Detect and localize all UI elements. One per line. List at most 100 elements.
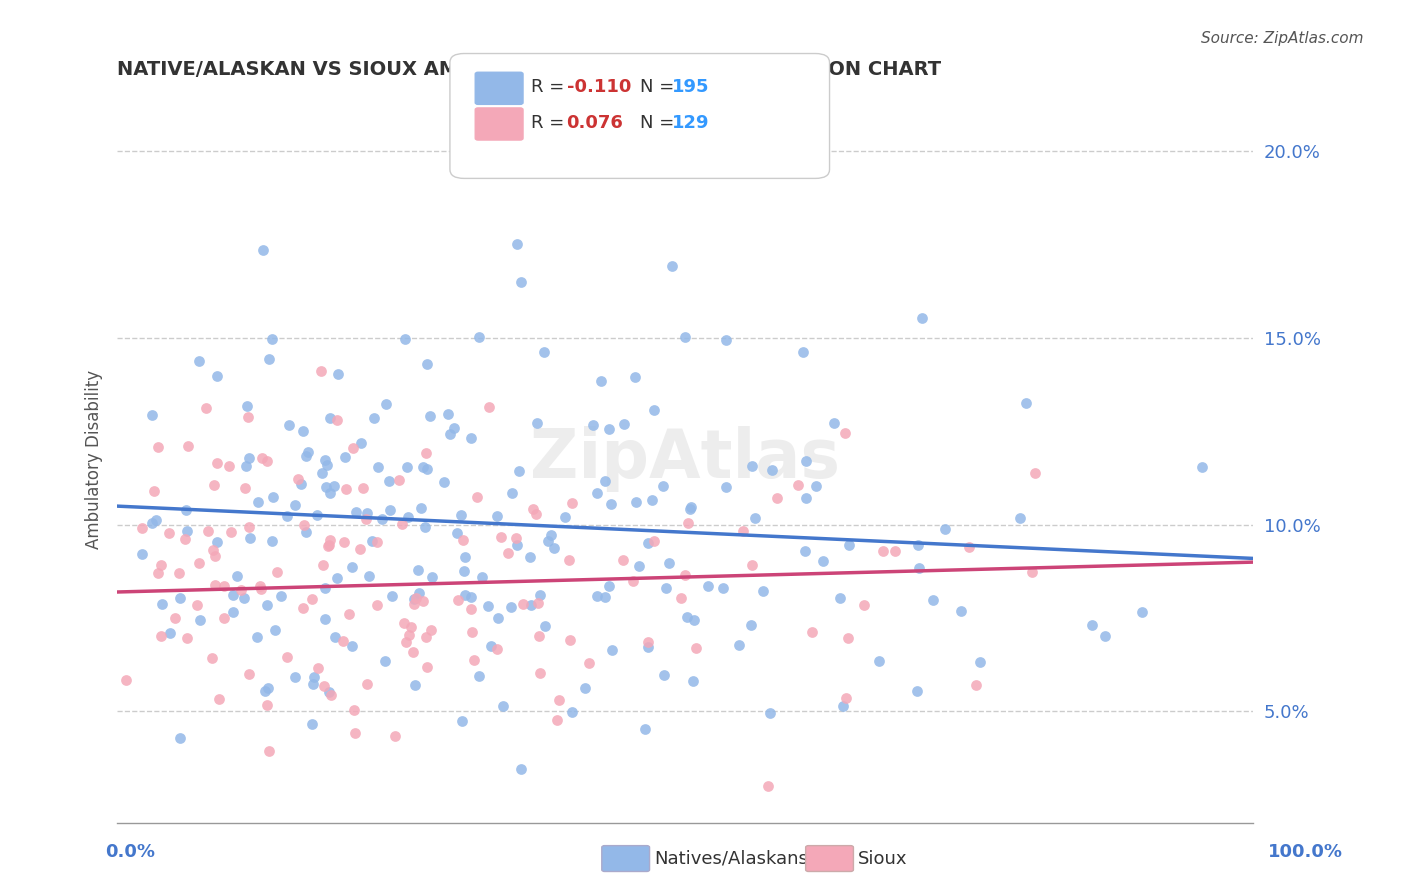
Point <box>598 579 620 593</box>
Point <box>519 549 541 564</box>
Point <box>208 692 231 706</box>
Point <box>471 570 494 584</box>
Point <box>318 538 340 552</box>
Point <box>794 454 817 468</box>
Point <box>578 656 600 670</box>
Point <box>741 459 763 474</box>
Point <box>381 590 404 604</box>
Point <box>232 591 254 605</box>
Point <box>669 591 692 606</box>
Point <box>506 538 529 552</box>
Point <box>637 536 659 550</box>
Point <box>262 332 284 346</box>
Point <box>207 368 229 383</box>
Point <box>834 425 856 440</box>
Point <box>207 456 229 470</box>
Point <box>319 533 342 548</box>
Point <box>505 531 527 545</box>
Point <box>593 590 616 604</box>
Point <box>654 667 676 681</box>
Point <box>804 478 827 492</box>
Point <box>558 553 581 567</box>
Point <box>786 478 808 492</box>
Point <box>643 402 665 417</box>
Point <box>343 726 366 740</box>
Point <box>222 589 245 603</box>
Point <box>259 351 281 366</box>
Point <box>626 495 648 509</box>
Point <box>115 673 138 687</box>
Point <box>311 466 333 480</box>
Point <box>921 592 943 607</box>
Point <box>759 706 782 720</box>
Point <box>380 502 402 516</box>
Text: N =: N = <box>640 78 679 96</box>
Point <box>256 453 278 467</box>
Point <box>238 409 260 424</box>
Point <box>344 505 367 519</box>
Point <box>468 669 491 683</box>
Point <box>437 407 460 421</box>
Point <box>188 354 211 368</box>
Point <box>322 479 344 493</box>
Point <box>949 604 972 618</box>
Point <box>238 451 260 466</box>
Point <box>496 546 519 560</box>
Point <box>658 556 681 570</box>
Point <box>907 561 929 575</box>
Point <box>509 275 531 289</box>
Point <box>326 413 349 427</box>
Point <box>319 485 342 500</box>
Point <box>315 480 337 494</box>
Point <box>453 588 475 602</box>
Point <box>287 472 309 486</box>
Point <box>792 344 814 359</box>
Point <box>340 640 363 654</box>
Point <box>585 590 607 604</box>
Point <box>186 598 208 612</box>
Point <box>582 418 605 433</box>
Point <box>204 549 226 563</box>
Point <box>311 558 333 572</box>
Point <box>744 511 766 525</box>
Point <box>284 670 307 684</box>
Point <box>335 482 357 496</box>
Point <box>163 611 186 625</box>
Point <box>399 620 422 634</box>
Point <box>292 517 315 532</box>
Point <box>591 375 613 389</box>
Point <box>377 474 399 488</box>
Point <box>453 564 475 578</box>
Point <box>454 550 477 565</box>
Point <box>352 481 374 495</box>
Point <box>465 490 488 504</box>
Text: Source: ZipAtlas.com: Source: ZipAtlas.com <box>1201 31 1364 46</box>
Point <box>911 311 934 326</box>
Point <box>304 670 326 684</box>
Point <box>295 449 318 463</box>
Point <box>574 681 596 696</box>
Point <box>509 762 531 776</box>
Point <box>837 631 859 645</box>
Point <box>823 417 845 431</box>
Point <box>872 544 894 558</box>
Point <box>491 530 513 544</box>
Point <box>420 624 443 638</box>
Point <box>740 618 762 632</box>
Point <box>934 522 956 536</box>
Point <box>965 678 987 692</box>
Point <box>361 534 384 549</box>
Point <box>204 578 226 592</box>
Point <box>301 717 323 731</box>
Point <box>314 612 336 626</box>
Point <box>543 541 565 556</box>
Point <box>673 330 696 344</box>
Point <box>276 509 298 524</box>
Point <box>176 524 198 538</box>
Point <box>641 493 664 508</box>
Point <box>524 508 547 522</box>
Point <box>561 496 583 510</box>
Text: R =: R = <box>531 114 571 132</box>
Point <box>832 698 855 713</box>
Point <box>681 500 703 515</box>
